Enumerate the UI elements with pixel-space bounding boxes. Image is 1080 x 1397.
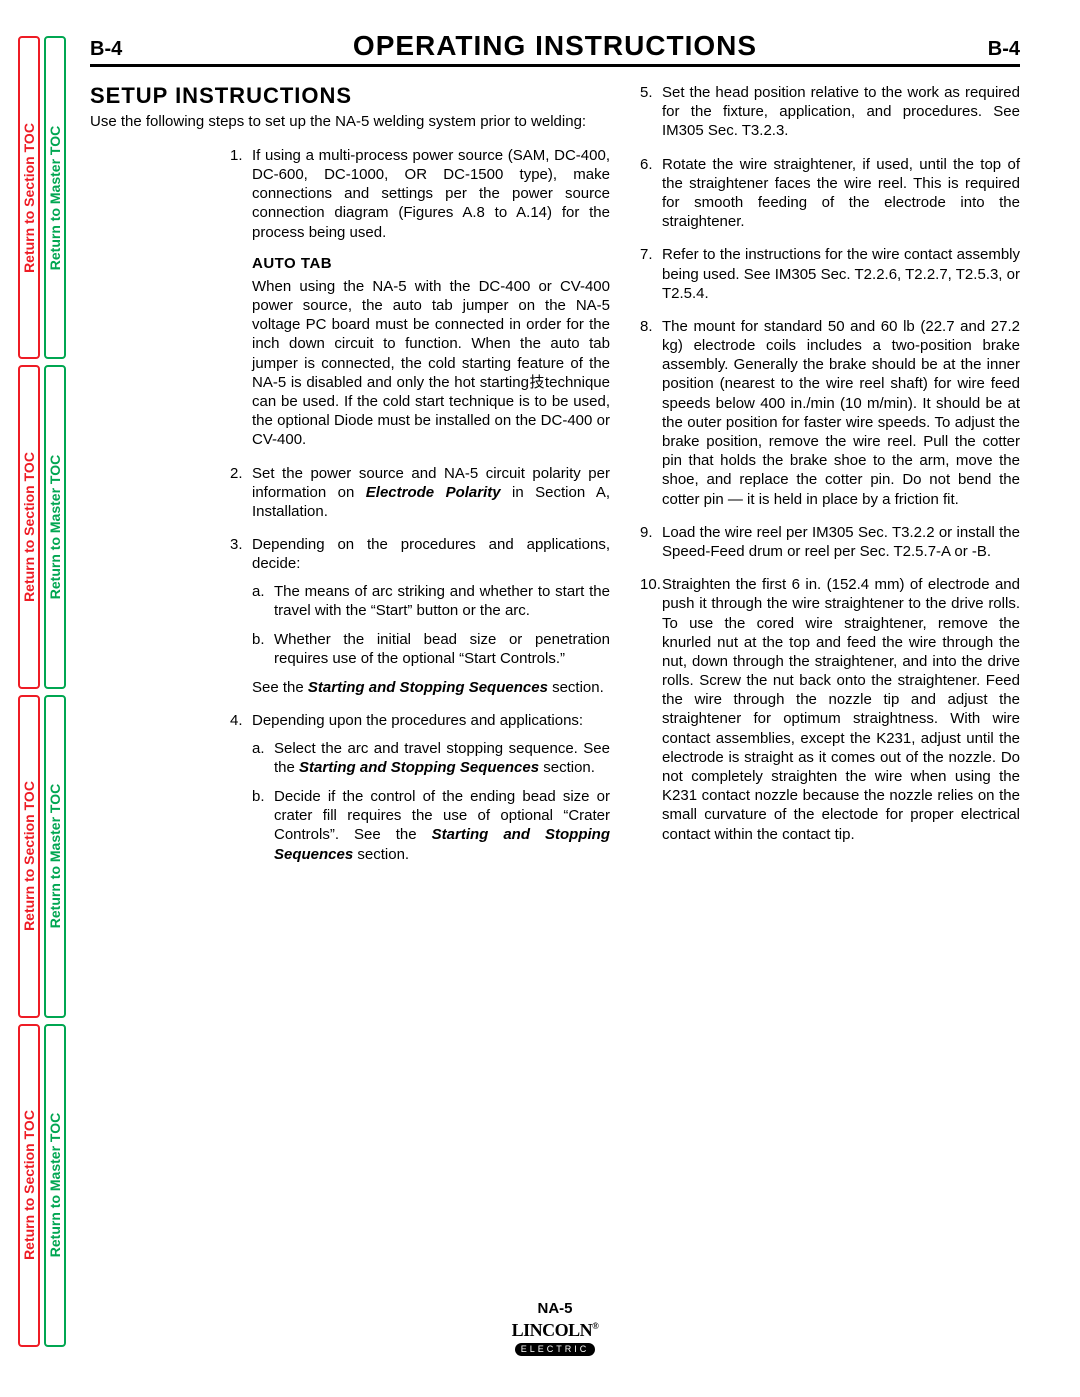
tab-label: Return to Master TOC [47,125,63,269]
tab-label: Return to Master TOC [47,784,63,928]
step-text: Depending on the procedures and applicat… [252,536,610,572]
auto-tab-heading: AUTO TAB [252,254,610,273]
step-4-sublist: Select the arc and travel stopping seque… [252,739,610,864]
tab-label: Return to Section TOC [21,123,37,273]
see-reference: See the Starting and Stopping Sequences … [252,678,610,697]
setup-steps-left: If using a multi-process power source (S… [230,146,610,864]
step-3b: Whether the initial bead size or penetra… [252,630,610,668]
page-header: B-4 OPERATING INSTRUCTIONS B-4 [90,30,1020,67]
return-section-toc-tab[interactable]: Return to Section TOC [18,365,40,688]
logo-brand-bottom: ELECTRIC [515,1343,596,1356]
return-section-toc-tab[interactable]: Return to Section TOC [18,695,40,1018]
step-1: If using a multi-process power source (S… [230,146,610,450]
step-7: Refer to the instructions for the wire c… [640,245,1020,303]
tab-label: Return to Section TOC [21,781,37,931]
page-number-left: B-4 [90,38,122,61]
side-navigation-tabs: Return to Section TOC Return to Section … [18,36,66,1347]
electrode-polarity-ref: Electrode Polarity [366,484,501,501]
content-columns: SETUP INSTRUCTIONS Use the following ste… [90,83,1020,878]
step-text: Depending upon the procedures and applic… [252,712,583,729]
step-3-sublist: The means of arc striking and whether to… [252,582,610,669]
bi: Starting and Stopping Sequences [299,759,539,776]
tab-label: Return to Section TOC [21,1110,37,1260]
model-number: NA-5 [90,1300,1020,1317]
step-3: Depending on the procedures and applicat… [230,535,610,697]
page-number-right: B-4 [988,38,1020,61]
return-master-toc-tab[interactable]: Return to Master TOC [44,365,66,688]
step-text: If using a multi-process power source (S… [252,147,610,241]
step-8: The mount for standard 50 and 60 lb (22.… [640,317,1020,509]
post: section. [353,846,409,863]
lincoln-electric-logo: LINCOLN® ELECTRIC [512,1321,599,1357]
tab-label: Return to Section TOC [21,452,37,602]
step-10: Straighten the first 6 in. (152.4 mm) of… [640,575,1020,844]
see-bi: Starting and Stopping Sequences [308,679,548,696]
left-column: SETUP INSTRUCTIONS Use the following ste… [90,83,610,878]
master-toc-column: Return to Master TOC Return to Master TO… [44,36,66,1347]
step-2: Set the power source and NA-5 circuit po… [230,464,610,522]
post: section. [539,759,595,776]
step-9: Load the wire reel per IM305 Sec. T3.2.2… [640,523,1020,561]
page-footer: NA-5 LINCOLN® ELECTRIC [90,1300,1020,1357]
registered-icon: ® [592,1321,598,1331]
section-toc-column: Return to Section TOC Return to Section … [18,36,40,1347]
right-column: Set the head position relative to the wo… [640,83,1020,878]
return-section-toc-tab[interactable]: Return to Section TOC [18,1024,40,1347]
step-3a: The means of arc striking and whether to… [252,582,610,620]
intro-text: Use the following steps to set up the NA… [90,113,610,132]
tab-label: Return to Master TOC [47,455,63,599]
section-heading: SETUP INSTRUCTIONS [90,83,610,109]
return-master-toc-tab[interactable]: Return to Master TOC [44,1024,66,1347]
logo-brand-top: LINCOLN® [512,1321,599,1339]
step-6: Rotate the wire straightener, if used, u… [640,155,1020,232]
return-master-toc-tab[interactable]: Return to Master TOC [44,695,66,1018]
see-pre: See the [252,679,308,696]
step-4b: Decide if the control of the ending bead… [252,787,610,864]
setup-steps-right: Set the head position relative to the wo… [640,83,1020,844]
auto-tab-body: When using the NA-5 with the DC-400 or C… [252,277,610,450]
return-master-toc-tab[interactable]: Return to Master TOC [44,36,66,359]
step-4: Depending upon the procedures and applic… [230,711,610,863]
page-title: OPERATING INSTRUCTIONS [353,30,757,62]
see-post: section. [548,679,604,696]
step-4a: Select the arc and travel stopping seque… [252,739,610,777]
tab-label: Return to Master TOC [47,1113,63,1257]
return-section-toc-tab[interactable]: Return to Section TOC [18,36,40,359]
step-5: Set the head position relative to the wo… [640,83,1020,141]
page-content: B-4 OPERATING INSTRUCTIONS B-4 SETUP INS… [90,30,1020,1367]
